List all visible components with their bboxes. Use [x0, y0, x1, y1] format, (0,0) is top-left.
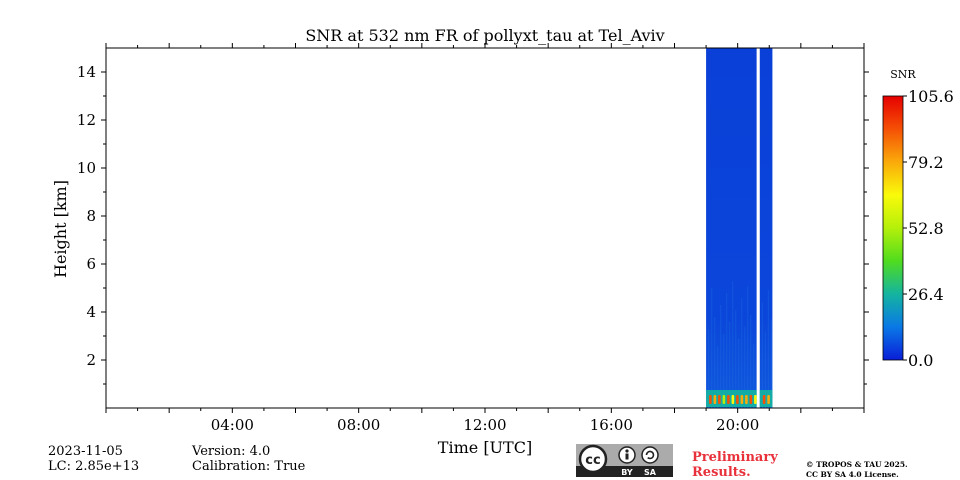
calibration-text: Calibration: True [192, 459, 306, 474]
y-tick-label: 2 [86, 351, 96, 369]
copyright-line1: © TROPOS & TAU 2025. [806, 460, 908, 469]
data-block-1 [759, 48, 773, 408]
colorbar-tick-label: 0.0 [908, 351, 933, 370]
cc-icon [578, 444, 608, 474]
snr-streak [753, 343, 755, 408]
x-tick-label: 08:00 [337, 416, 380, 434]
colorbar [882, 95, 904, 361]
by-label: BY [621, 468, 633, 477]
snr-peak-cell [749, 395, 753, 404]
snr-streak [714, 316, 716, 408]
y-tick-label: 12 [77, 111, 96, 129]
snr-streak [741, 297, 743, 408]
snr-peak-cell [754, 395, 757, 404]
x-tick-label: 04:00 [211, 416, 254, 434]
cc-icon-text: cc [585, 453, 600, 468]
snr-streak [764, 331, 766, 408]
x-tick-label: 16:00 [590, 416, 633, 434]
snr-streak [744, 326, 746, 408]
snr-streak [711, 287, 713, 408]
cc-license-badge: cc BY SA [576, 444, 673, 477]
x-tick-label: 12:00 [463, 416, 506, 434]
snr-peak-cell [713, 395, 717, 404]
snr-peak-cell [762, 395, 766, 404]
x-tick-label: 20:00 [716, 416, 759, 434]
snr-streak [729, 321, 731, 408]
x-axis-label: Time [UTC] [438, 438, 532, 457]
snr-streak [732, 280, 734, 408]
preliminary-results-line1: Preliminary [692, 450, 778, 465]
snr-streak [747, 285, 749, 408]
snr-streak [723, 333, 725, 408]
snr-peak-cell [718, 395, 721, 404]
snr-streak [770, 319, 772, 408]
snr-peak-cell [736, 395, 739, 404]
date-text: 2023-11-05 [48, 444, 123, 459]
y-axis-ticks: 2 4 6 8 10 12 14 [77, 63, 869, 385]
data-block-0 [706, 48, 757, 408]
colorbar-tick-label: 26.4 [908, 285, 944, 304]
snr-peak-cell [727, 395, 730, 404]
snr-streak [726, 292, 728, 408]
y-tick-label: 14 [77, 63, 96, 81]
snr-streak [717, 345, 719, 408]
y-tick-label: 10 [77, 159, 96, 177]
colorbar-ticks: 0.0 26.4 52.8 79.2 105.6 [903, 87, 954, 370]
snr-streak [738, 338, 740, 408]
colorbar-tick-label: 52.8 [908, 219, 944, 238]
y-tick-label: 6 [86, 255, 96, 273]
heatmap-data [706, 48, 773, 408]
x-axis-ticks: 04:00 08:00 12:00 16:00 20:00 [105, 43, 865, 434]
copyright-line2: CC BY SA 4.0 License. [806, 470, 899, 479]
y-tick-label: 8 [86, 207, 96, 225]
snr-streak [767, 290, 769, 408]
y-axis-label: Height [km] [51, 180, 70, 278]
snr-peak-cell [709, 395, 712, 404]
sa-share-icon [641, 446, 659, 464]
preliminary-results-line2: Results. [692, 465, 751, 480]
snr-peak-cell [731, 395, 735, 404]
colorbar-tick-label: 105.6 [908, 87, 954, 106]
colorbar-tick-label: 79.2 [908, 153, 944, 172]
version-text: Version: 4.0 [192, 444, 271, 459]
lidar-constant-text: LC: 2.85e+13 [48, 459, 140, 474]
snr-streak [750, 314, 752, 408]
snr-peak-cell [767, 395, 770, 404]
snr-streak [708, 328, 710, 408]
snr-peak-cell [722, 395, 726, 404]
snr-streak [761, 302, 763, 408]
snr-peak-cell [745, 395, 748, 404]
snr-streak [735, 309, 737, 408]
snr-peak-cell [740, 395, 744, 404]
colorbar-label: SNR [890, 68, 916, 81]
near-surface-band [759, 390, 773, 407]
sa-label: SA [644, 468, 657, 477]
chart-title: SNR at 532 nm FR of pollyxt_tau at Tel_A… [305, 26, 664, 45]
snr-streak [720, 304, 722, 408]
y-tick-label: 4 [86, 303, 96, 321]
